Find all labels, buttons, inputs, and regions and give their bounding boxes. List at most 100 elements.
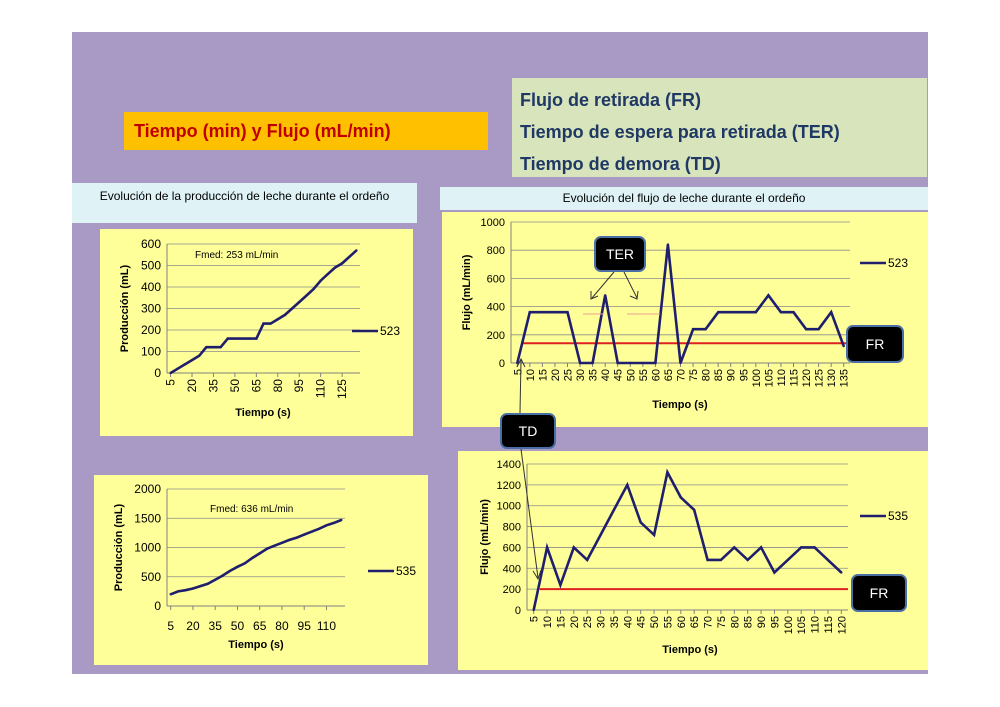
panel-production-523 (100, 229, 413, 436)
flow523-data-point (578, 361, 582, 365)
prod535-data-point (169, 593, 172, 596)
prod535-xtick-label: 5 (167, 619, 174, 633)
prod535-data-point (243, 562, 247, 565)
flow535-xtick-label: 10 (542, 616, 554, 628)
flow523-xtick-label: 40 (600, 369, 612, 381)
flow535-data-point (746, 558, 749, 562)
flow523-ytick-label: 400 (487, 302, 505, 314)
ter-arrowhead-left (590, 291, 599, 300)
flow523-series-line (516, 244, 845, 365)
flow535-y-axis-title: Flujo (mL/min) (479, 499, 491, 575)
prod523-ytick-label: 200 (141, 323, 161, 337)
prod535-data-point (236, 565, 239, 569)
prod523-data-point (326, 272, 330, 276)
flow535-xtick-label: 20 (569, 616, 581, 628)
flow535-xtick-label: 110 (810, 616, 822, 634)
prod523-data-point (319, 279, 322, 282)
flow535-data-point (652, 533, 656, 537)
flow523-data-point (754, 311, 758, 314)
flow535-series-line (532, 468, 843, 611)
prod523-xtick-label: 95 (292, 379, 306, 393)
prod535-data-point (251, 556, 254, 560)
prod523-data-point (212, 346, 215, 349)
flow523-xtick-label: 125 (814, 369, 826, 387)
definition-fr: Flujo de retirada (FR) (520, 90, 702, 110)
prod535-data-point (206, 582, 209, 585)
prod535-xtick-label: 35 (209, 619, 223, 633)
flow535-data-point (706, 558, 709, 562)
prod535-data-point (280, 541, 284, 545)
flow523-data-point (566, 311, 569, 314)
ter-arrowhead-right (629, 290, 639, 300)
flow535-xtick-label: 50 (649, 616, 661, 628)
flow535-xtick-label: 60 (676, 616, 688, 628)
prod535-ytick-label: 2000 (134, 482, 161, 496)
flow523-ytick-label: 800 (487, 245, 505, 257)
flow535-data-point (759, 546, 763, 549)
ter-arrow-right (623, 271, 638, 299)
flow523-data-point (541, 311, 544, 314)
prod535-xtick-label: 95 (298, 619, 312, 633)
flow535-ytick-label: 600 (503, 542, 521, 554)
flow535-xtick-label: 120 (836, 616, 848, 634)
flow523-data-point (779, 311, 783, 314)
flow523-ytick-label: 1000 (481, 217, 505, 229)
flow523-xtick-label: 5 (512, 369, 524, 375)
flow523-xtick-label: 15 (537, 369, 549, 381)
flow535-data-point (826, 558, 830, 562)
flow535-xtick-label: 65 (689, 616, 701, 628)
prod535-data-point (325, 524, 328, 527)
flow523-xtick-label: 60 (650, 369, 662, 381)
prod523-xtick-label: 5 (164, 379, 178, 386)
prod535-data-point (258, 552, 261, 555)
flow523-data-point (792, 311, 795, 314)
prod523-data-point (333, 266, 337, 269)
prod523-ytick-label: 0 (154, 366, 161, 380)
flow535-data-point (585, 558, 589, 562)
flow535-ytick-label: 800 (503, 522, 521, 534)
prod523-x-axis-title: Tiempo (s) (235, 407, 291, 419)
flow535-data-point (545, 546, 549, 549)
prod535-xtick-label: 50 (231, 619, 245, 633)
flow523-x-axis-title: Tiempo (s) (652, 399, 708, 411)
prod535-data-point (184, 589, 187, 592)
prod535-xtick-label: 110 (317, 619, 336, 633)
prod523-annotation: Fmed: 253 mL/min (195, 250, 278, 261)
prod523-data-point (262, 322, 265, 325)
flow535-x-axis-title: Tiempo (s) (662, 644, 718, 656)
flow535-xtick-label: 40 (622, 616, 634, 628)
prod523-xtick-label: 20 (185, 379, 199, 393)
flow523-data-point (691, 327, 695, 331)
prod523-xtick-label: 65 (249, 379, 263, 393)
prod535-data-point (295, 536, 298, 539)
prod523-data-point (233, 337, 237, 340)
flow523-data-point (729, 311, 732, 314)
flow523-legend-label: 523 (888, 256, 908, 270)
flow535-ytick-label: 400 (503, 563, 521, 575)
flow535-ytick-label: 1400 (497, 459, 521, 471)
flow523-data-point (716, 311, 720, 314)
prod523-xtick-label: 110 (314, 379, 328, 398)
prod535-data-point (265, 547, 269, 550)
prod535-data-point (332, 521, 336, 525)
td-arrow-down (520, 448, 539, 579)
flow535-xtick-label: 15 (555, 616, 567, 628)
flow523-ytick-label: 200 (487, 330, 505, 342)
flow535-xtick-label: 85 (743, 616, 755, 628)
prod523-ytick-label: 600 (141, 237, 161, 251)
prod523-data-point (340, 262, 344, 265)
flow535-ytick-label: 1000 (497, 501, 521, 513)
flow535-xtick-label: 5 (529, 616, 541, 622)
flow523-data-point (666, 243, 670, 246)
prod523-data-point (276, 318, 279, 321)
flow523-xtick-label: 70 (676, 369, 688, 381)
label-ter: TER (594, 236, 646, 272)
prod523-data-point (169, 371, 172, 375)
prod523-data-point (197, 354, 201, 357)
td-arrow-up (519, 359, 522, 414)
flow535-ytick-label: 1200 (497, 480, 521, 492)
prod535-data-point (214, 578, 217, 581)
prod523-data-point (283, 313, 287, 317)
flow535-data-point (532, 608, 535, 612)
